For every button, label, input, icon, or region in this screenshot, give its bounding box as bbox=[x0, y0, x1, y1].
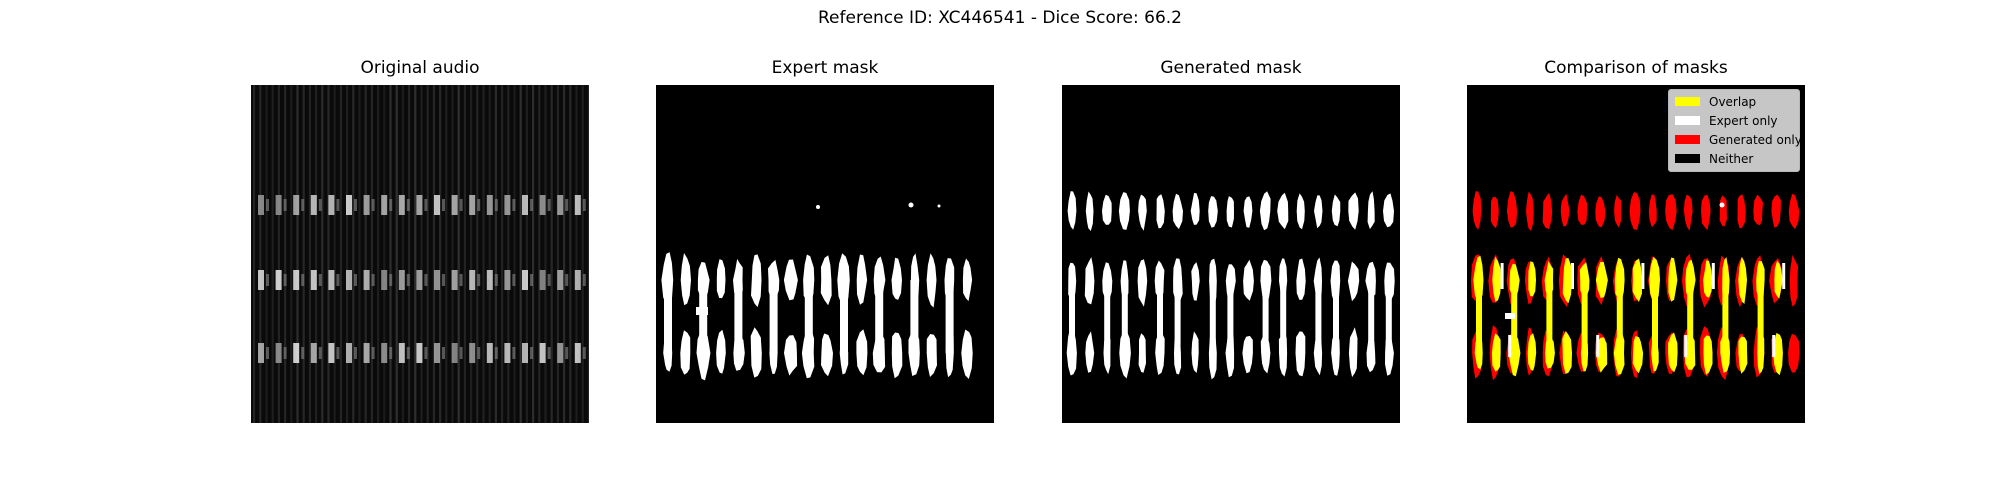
legend-label-generated-only: Generated only bbox=[1709, 132, 1802, 147]
panel-original-audio: Original audio bbox=[251, 58, 589, 423]
legend-item-generated-only: Generated only bbox=[1669, 130, 1802, 149]
legend-item-expert-only: Expert only bbox=[1669, 111, 1799, 130]
legend-label-expert-only: Expert only bbox=[1709, 113, 1778, 128]
legend-label-neither: Neither bbox=[1709, 151, 1754, 166]
panel-generated-mask: Generated mask bbox=[1062, 58, 1400, 423]
panel-title-original-audio: Original audio bbox=[360, 58, 480, 78]
panel-title-generated-mask: Generated mask bbox=[1160, 58, 1302, 78]
legend-swatch-neither bbox=[1675, 154, 1700, 163]
panel-title-expert-mask: Expert mask bbox=[771, 58, 879, 78]
legend-label-overlap: Overlap bbox=[1709, 94, 1757, 109]
legend-item-overlap: Overlap bbox=[1669, 92, 1799, 111]
comparison-mask-image: Overlap Expert only Generated only Neith… bbox=[1467, 85, 1805, 423]
legend-swatch-overlap bbox=[1675, 97, 1700, 106]
generated-mask-image bbox=[1062, 85, 1400, 423]
legend-item-neither: Neither bbox=[1669, 149, 1799, 168]
panel-comparison-of-masks: Comparison of masks Overlap Expert only … bbox=[1467, 58, 1805, 423]
spectrogram-image bbox=[251, 85, 589, 423]
panel-title-comparison: Comparison of masks bbox=[1544, 58, 1728, 78]
legend-swatch-generated-only bbox=[1675, 135, 1700, 144]
legend-swatch-expert-only bbox=[1675, 116, 1700, 125]
figure-title: Reference ID: XC446541 - Dice Score: 66.… bbox=[818, 8, 1182, 28]
legend: Overlap Expert only Generated only Neith… bbox=[1668, 89, 1802, 172]
expert-mask-image bbox=[656, 85, 994, 423]
panel-expert-mask: Expert mask bbox=[656, 58, 994, 423]
